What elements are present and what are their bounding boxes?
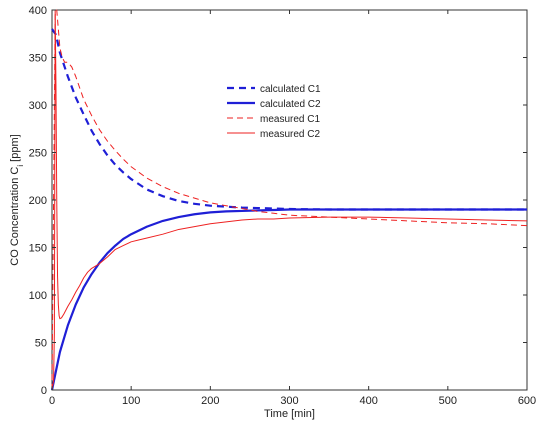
legend-label: measured C1 xyxy=(260,114,320,125)
x-tick-label: 300 xyxy=(280,395,298,407)
y-axis-label: CO Concentration Ci [ppm] xyxy=(9,134,25,265)
tick-layer: 0 100 200 300 400 500 600 0 50 100 150 200 250 300 350… xyxy=(29,5,537,407)
plot-area xyxy=(51,9,528,391)
y-tick-label: 150 xyxy=(29,243,47,255)
series-line-measured-c2 xyxy=(51,9,528,391)
y-tick-label: 250 xyxy=(29,148,47,160)
y-tick-label: 100 xyxy=(29,290,47,302)
y-tick-label: 400 xyxy=(29,5,47,17)
series-layer xyxy=(50,9,528,391)
x-axis-label: Time [min] xyxy=(264,408,315,420)
series-line-calculated-c2 xyxy=(50,208,527,391)
legend: calculated C1 calculated C2 measured C1 mea… xyxy=(222,77,334,147)
y-tick-label: 350 xyxy=(29,53,47,65)
y-tick-label: 50 xyxy=(35,338,47,350)
legend-box xyxy=(222,77,334,147)
x-tick-label: 500 xyxy=(439,395,457,407)
legend-label: calculated C2 xyxy=(260,99,321,110)
x-tick-label: 200 xyxy=(201,395,219,407)
x-tick-label: 400 xyxy=(359,395,377,407)
y-tick-label: 300 xyxy=(29,100,47,112)
x-tick-label: 100 xyxy=(122,395,140,407)
x-tick-label: 0 xyxy=(49,395,55,407)
y-axis-label-unit: [ppm] xyxy=(9,134,21,165)
y-axis-label-subscript: i xyxy=(16,165,25,167)
legend-label: measured C2 xyxy=(260,129,320,140)
legend-label: calculated C1 xyxy=(260,84,321,95)
y-tick-label: 0 xyxy=(41,385,47,397)
y-tick-label: 200 xyxy=(29,195,47,207)
series-line-measured-c1 xyxy=(51,9,528,391)
x-tick-label: 600 xyxy=(518,395,536,407)
